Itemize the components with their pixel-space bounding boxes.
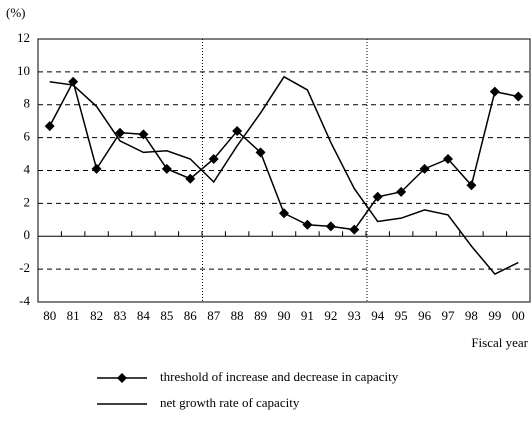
data-point	[443, 153, 453, 164]
legend-marker	[117, 373, 127, 383]
x-tick-label: 94	[371, 308, 385, 323]
series-line	[49, 75, 519, 275]
y-tick-label: 6	[24, 129, 31, 144]
data-point	[349, 224, 360, 235]
x-tick-label: 89	[254, 308, 267, 323]
x-tick-label: 81	[67, 308, 80, 323]
data-point	[279, 208, 289, 219]
legend-label: net growth rate of capacity	[160, 395, 300, 410]
y-tick-label: 8	[24, 96, 31, 111]
data-point	[115, 127, 125, 138]
x-tick-label: 82	[90, 308, 103, 323]
x-tick-label: 84	[137, 308, 151, 323]
data-point	[255, 147, 266, 158]
data-point	[138, 129, 149, 140]
x-tick-label: 93	[348, 308, 361, 323]
data-point	[44, 121, 55, 132]
y-tick-label: 10	[17, 63, 30, 78]
data-point	[161, 163, 172, 174]
data-point	[232, 126, 243, 137]
x-tick-label: 83	[114, 308, 127, 323]
data-point	[466, 180, 477, 191]
data-point	[325, 221, 336, 232]
data-point	[513, 91, 524, 102]
y-tick-label: 2	[24, 194, 31, 209]
x-tick-label: 97	[442, 308, 456, 323]
x-tick-label: 86	[184, 308, 198, 323]
x-tick-label: 88	[231, 308, 244, 323]
y-tick-label: 12	[17, 30, 30, 45]
y-tick-label: -2	[19, 260, 30, 275]
data-point	[489, 86, 500, 97]
x-tick-label: 91	[301, 308, 314, 323]
x-tick-label: 98	[465, 308, 478, 323]
x-tick-label: 99	[488, 308, 501, 323]
x-tick-label: 85	[160, 308, 173, 323]
x-tick-label: 92	[324, 308, 337, 323]
data-point	[372, 191, 383, 202]
data-point	[208, 153, 219, 164]
x-tick-label: 95	[395, 308, 408, 323]
x-tick-label: 80	[43, 308, 56, 323]
data-point	[419, 163, 430, 174]
x-tick-label: 96	[418, 308, 432, 323]
x-tick-label: 87	[207, 308, 221, 323]
data-point	[302, 219, 313, 230]
plot-frame	[37, 38, 531, 303]
legend-label: threshold of increase and decrease in ca…	[160, 369, 399, 384]
y-tick-label: 0	[24, 227, 31, 242]
data-point	[185, 173, 196, 184]
y-tick-label: 4	[24, 161, 31, 176]
x-tick-label: 90	[278, 308, 291, 323]
y-axis-title: (%)	[6, 5, 26, 20]
y-tick-label: -4	[19, 293, 30, 308]
data-point	[91, 163, 102, 174]
x-tick-label: 00	[512, 308, 525, 323]
data-point	[396, 186, 407, 197]
x-axis-title: Fiscal year	[471, 335, 528, 350]
